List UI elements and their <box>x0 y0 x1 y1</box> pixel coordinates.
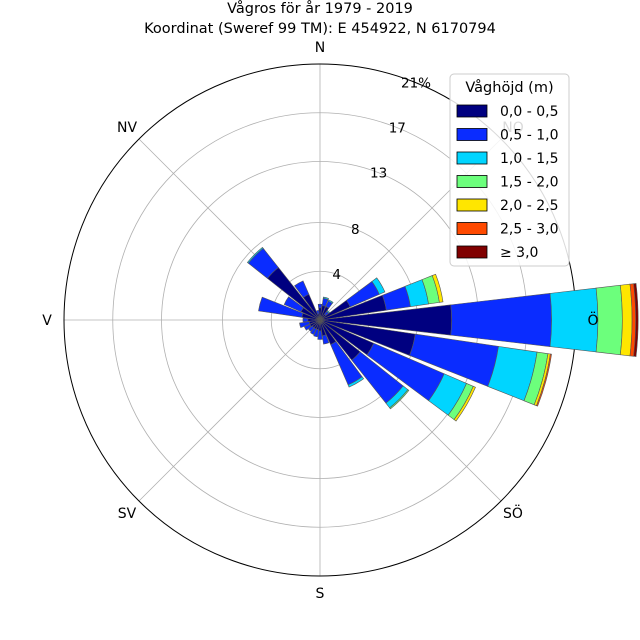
sector-315-band-3 <box>246 246 264 264</box>
sector-225-band-2 <box>308 325 315 332</box>
sector-30-band-3 <box>327 299 334 304</box>
sector-180-band-2 <box>317 330 323 340</box>
sector-165-band-2 <box>321 334 330 345</box>
legend-swatch-3 <box>456 151 488 165</box>
compass-label-n: N <box>315 40 325 56</box>
legend-title: Våghöjd (m) <box>465 79 553 96</box>
sector-210-band-2 <box>310 327 317 335</box>
sector-270-band-2 <box>302 317 309 323</box>
sector-150-band-3 <box>347 376 365 388</box>
radial-tick-label: 21% <box>401 76 431 92</box>
sector-285-band-2 <box>258 296 304 318</box>
compass-label-s: S <box>316 586 325 602</box>
legend-swatch-4 <box>456 175 488 188</box>
sector-60-band-3 <box>371 277 386 295</box>
grid-spoke <box>138 319 321 502</box>
sector-15-band-3 <box>322 296 329 300</box>
sector-195-band-2 <box>313 328 319 338</box>
sector-120-band-5 <box>453 385 476 422</box>
compass-label-s: SÖ <box>503 504 523 522</box>
sector-240-band-2 <box>303 323 312 331</box>
compass-label-nv: NV <box>117 120 137 136</box>
legend-swatch-7 <box>456 245 488 259</box>
sector-90-band-4 <box>595 284 623 356</box>
radial-tick-label: 13 <box>370 166 387 182</box>
legend-label-6: 2,5 - 3,0 <box>500 222 558 238</box>
legend-swatch-1 <box>456 104 488 118</box>
sector-255-band-2 <box>299 321 311 329</box>
compass-label-sv: SV <box>118 506 137 522</box>
compass-label-v: V <box>42 313 52 329</box>
sector-90-band-7 <box>633 283 639 357</box>
sector-90-band-2 <box>450 293 552 347</box>
legend-label-2: 0,5 - 1,0 <box>500 128 558 144</box>
sector-135-band-4 <box>389 389 410 410</box>
chart-title: Vågros för år 1979 - 2019 <box>227 0 413 17</box>
sector-330-band-2 <box>294 280 310 298</box>
radial-tick-label: 4 <box>332 267 341 283</box>
chart-subtitle: Koordinat (Sweref 99 TM): E 454922, N 61… <box>144 21 496 37</box>
legend-box <box>449 73 570 267</box>
sector-75-band-5 <box>431 273 444 303</box>
rose-sectors <box>246 246 639 422</box>
compass-label-2: Ö <box>587 311 598 329</box>
radial-tick-label: 17 <box>389 121 406 137</box>
radial-tick-label: 8 <box>351 222 360 238</box>
sector-45-band-3 <box>326 310 330 314</box>
legend-swatch-6 <box>456 222 488 235</box>
legend-label-4: 1,5 - 2,0 <box>500 175 558 191</box>
sector-345-band-2 <box>316 310 320 315</box>
sector-0-band-2 <box>317 303 323 309</box>
legend-swatch-2 <box>456 128 488 141</box>
sector-300-band-2 <box>283 296 304 313</box>
legend-label-7: ≥ 3,0 <box>500 245 538 261</box>
legend-swatch-5 <box>456 198 488 212</box>
sector-105-band-6 <box>536 353 552 407</box>
legend-label-1: 0,0 - 0,5 <box>500 104 558 120</box>
sector-90-band-5 <box>619 283 633 357</box>
legend: Våghöjd (m) 0,0 - 0,5 0,5 - 1,0 1,0 - 1,5 1,… <box>449 73 570 267</box>
legend-label-3: 1,0 - 1,5 <box>500 151 558 167</box>
legend-label-5: 2,0 - 2,5 <box>500 198 558 214</box>
